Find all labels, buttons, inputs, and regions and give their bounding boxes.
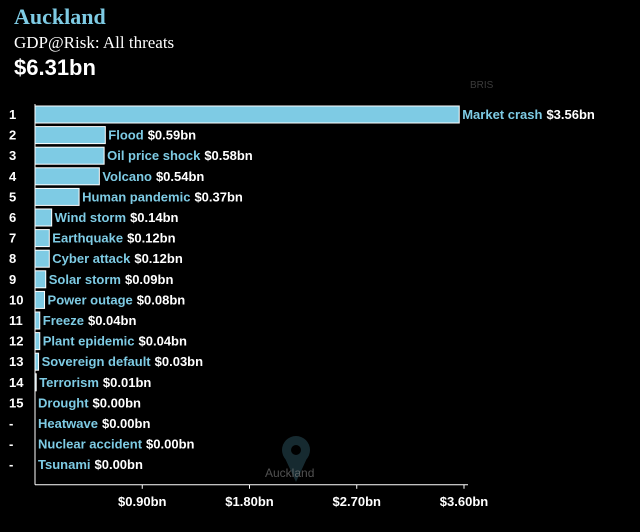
rank-label: 10 <box>9 292 23 307</box>
rank-label: 3 <box>9 148 16 163</box>
bar-label: Tsunami $0.00bn <box>38 457 143 472</box>
bar-label: Flood $0.59bn <box>108 128 196 143</box>
bar-label: Nuclear accident $0.00bn <box>38 437 195 452</box>
bar <box>34 311 41 330</box>
bar-label: Terrorism $0.01bn <box>39 375 151 390</box>
bar-label: Heatwave $0.00bn <box>38 416 150 431</box>
bar <box>34 373 37 392</box>
bar-value-label: $0.37bn <box>194 189 242 204</box>
bar-value-label: $0.12bn <box>127 231 175 246</box>
map-pin-icon <box>282 436 310 482</box>
x-tick-label: $1.80bn <box>225 494 273 509</box>
rank-label: 12 <box>9 334 23 349</box>
bar-value-label: $0.59bn <box>148 128 196 143</box>
bar-label: Drought $0.00bn <box>38 395 141 410</box>
x-tick-label: $2.70bn <box>333 494 381 509</box>
bar-value-label: $3.56bn <box>546 107 594 122</box>
bar-category-name: Human pandemic <box>82 189 190 204</box>
map-background-label: Auckland <box>265 466 315 480</box>
total-value: $6.31bn <box>14 55 96 80</box>
map-background-label-top: BRIS <box>470 80 494 91</box>
rank-label: - <box>9 457 13 472</box>
bar-category-name: Solar storm <box>49 272 121 287</box>
rank-label: 14 <box>9 375 24 390</box>
bar-value-label: $0.03bn <box>155 354 203 369</box>
rank-label: 11 <box>9 313 23 328</box>
bar-value-label: $0.00bn <box>146 437 194 452</box>
bar <box>34 229 50 248</box>
rank-label: 9 <box>9 272 16 287</box>
bar <box>34 208 53 227</box>
rank-label: 8 <box>9 251 16 266</box>
rank-label: 6 <box>9 210 16 225</box>
bar-category-name: Earthquake <box>52 231 123 246</box>
bar-value-label: $0.04bn <box>88 313 136 328</box>
bar-label: Cyber attack $0.12bn <box>52 251 183 266</box>
bar-label: Oil price shock $0.58bn <box>107 148 253 163</box>
bar-value-label: $0.01bn <box>103 375 151 390</box>
bar-category-name: Freeze <box>43 313 84 328</box>
rank-label: 1 <box>9 107 16 122</box>
bar-category-name: Flood <box>108 128 143 143</box>
bar <box>34 105 460 124</box>
bar <box>34 126 106 145</box>
bar-category-name: Power outage <box>48 292 133 307</box>
bar <box>34 187 80 206</box>
bar <box>34 146 105 165</box>
bar-category-name: Drought <box>38 395 89 410</box>
bar-category-name: Cyber attack <box>52 251 131 266</box>
bar-value-label: $0.00bn <box>95 457 143 472</box>
x-tick-label: $3.60bn <box>440 494 488 509</box>
bar-value-label: $0.58bn <box>204 148 252 163</box>
bar-label: Sovereign default $0.03bn <box>42 354 204 369</box>
bar-label: Market crash $3.56bn <box>462 107 595 122</box>
rank-label: 15 <box>9 395 23 410</box>
rank-label: 2 <box>9 128 16 143</box>
bar <box>34 249 50 268</box>
bar-label: Power outage $0.08bn <box>48 292 186 307</box>
bar-label: Human pandemic $0.37bn <box>82 189 243 204</box>
bar-label: Volcano $0.54bn <box>102 169 204 184</box>
bar-category-name: Tsunami <box>38 457 91 472</box>
bar-label: Solar storm $0.09bn <box>49 272 174 287</box>
bar-category-name: Volcano <box>102 169 152 184</box>
bar-category-name: Wind storm <box>55 210 126 225</box>
rank-label: 5 <box>9 189 16 204</box>
bar-value-label: $0.14bn <box>130 210 178 225</box>
bar-label: Wind storm $0.14bn <box>55 210 179 225</box>
bar <box>34 332 41 351</box>
bar-value-label: $0.54bn <box>156 169 204 184</box>
x-tick-label: $0.90bn <box>118 494 166 509</box>
bar <box>34 167 100 186</box>
chart-subtitle: GDP@Risk: All threats <box>14 33 175 52</box>
bar-label: Freeze $0.04bn <box>43 313 137 328</box>
bar <box>34 290 46 309</box>
bar-label: Earthquake $0.12bn <box>52 231 175 246</box>
bar-category-name: Plant epidemic <box>43 334 135 349</box>
rank-label: - <box>9 416 13 431</box>
bar <box>34 352 40 371</box>
city-title: Auckland <box>14 4 106 29</box>
bar-value-label: $0.04bn <box>139 334 187 349</box>
bar-value-label: $0.00bn <box>102 416 150 431</box>
bar-value-label: $0.09bn <box>125 272 173 287</box>
rank-label: - <box>9 437 13 452</box>
rank-label: 4 <box>9 169 17 184</box>
bar-label: Plant epidemic $0.04bn <box>43 334 187 349</box>
rank-label: 7 <box>9 231 16 246</box>
bar <box>34 270 47 289</box>
bar-value-label: $0.08bn <box>137 292 185 307</box>
rank-label: 13 <box>9 354 23 369</box>
bar-value-label: $0.12bn <box>134 251 182 266</box>
bar-category-name: Market crash <box>462 107 542 122</box>
bar-category-name: Sovereign default <box>42 354 152 369</box>
bar-category-name: Heatwave <box>38 416 98 431</box>
bar-category-name: Terrorism <box>39 375 99 390</box>
bar-category-name: Nuclear accident <box>38 437 143 452</box>
bar-category-name: Oil price shock <box>107 148 201 163</box>
bar-value-label: $0.00bn <box>93 395 141 410</box>
